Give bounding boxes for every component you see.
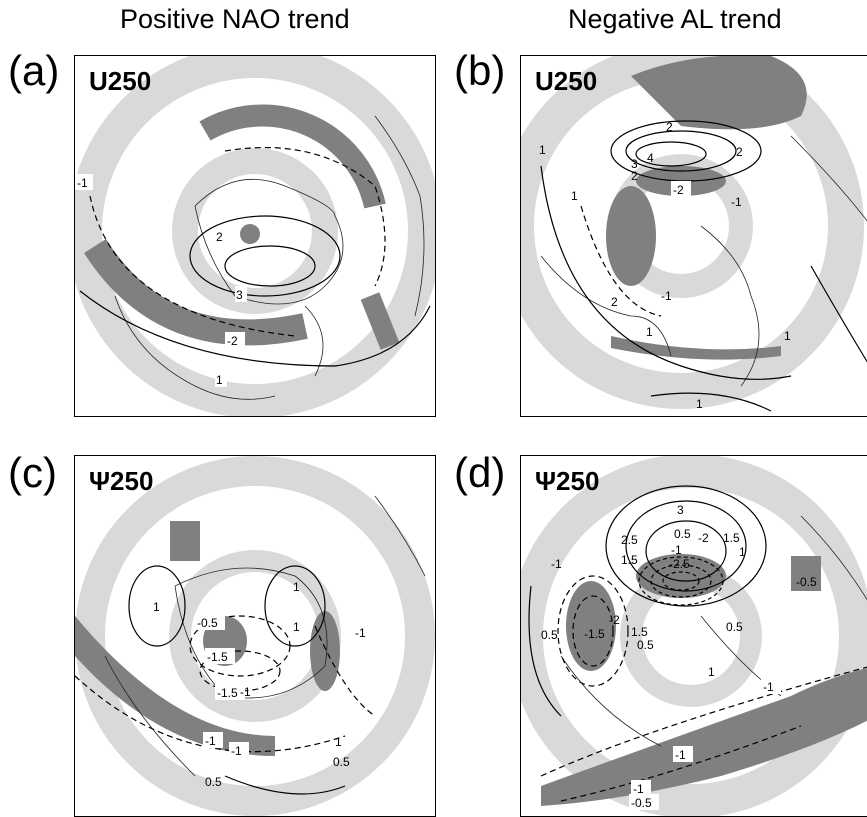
panel-d-label: 1 [739,545,746,559]
panel-a-label: 1 [216,373,223,387]
panel-d-variable: Ψ250 [535,466,600,496]
panel-d-label: -1 [551,557,562,571]
panel-a-variable: U250 [89,66,152,96]
panel-c-label: 1 [293,620,300,634]
panel-b-label: 1 [539,143,546,157]
panel-b-label: 4 [647,151,654,165]
panel-b-label: 2 [736,145,743,159]
panel-b-label: -2 [673,183,684,197]
panel-a-label: 3 [236,288,243,302]
panel-c-letter: (c) [8,449,57,496]
panel-d-map: 3 2.5 0.5 -2 1.5 1.5 -1 1 -2.5 -1 -0.5 0… [520,455,867,817]
panel-c-contour-labels: 1 -0.5 1 -1.5 -1.5 1 -1 -1 -1 0.5 1 0.5 … [153,580,373,789]
panel-c-label: -1 [240,685,251,699]
panel-d-dark-shading [541,554,867,806]
panel-d-label: 0.5 [674,527,691,541]
panel-c-contours [75,565,376,795]
panel-b-contour-labels: 2 2 3 4 2 -1 1 -2 1 2 1 -1 1 1 [539,120,791,411]
panel-b-contours [540,120,867,412]
panel-c-label: -1.5 [217,686,238,700]
panel-d-label: 1.5 [723,531,740,545]
panel-a-contour-labels: -1 2 3 -2 1 [75,174,247,387]
panel-c-label: 0.5 [205,775,222,789]
panel-a-map: -1 2 3 -2 1 U250 [74,55,436,417]
panel-b-label: 2 [631,169,638,183]
panel-b-label: 1 [571,189,578,203]
panel-d-label: 1 [708,665,715,679]
panel-b-label: 1 [696,397,703,411]
panel-c-label: 1 [153,600,160,614]
panel-a-light-shading [75,56,435,416]
panel-b-letter: (b) [454,47,506,94]
panel-c-label: -0.5 [197,616,218,630]
panel-a-contours [79,146,431,367]
panel-a-plot: -1 2 3 -2 1 [75,56,435,416]
panel-d-label: -2 [698,531,709,545]
panel-d-plot: 3 2.5 0.5 -2 1.5 1.5 -1 1 -2.5 -1 -0.5 0… [521,456,867,816]
panel-d-label: -0.5 [631,796,652,810]
left-column-title: Positive NAO trend [120,4,350,34]
panel-b-variable: U250 [535,66,598,96]
panel-d-label: 1.5 [631,625,648,639]
panel-d-label: -0.5 [796,575,817,589]
panel-c-map: 1 -0.5 1 -1.5 -1.5 1 -1 -1 -1 0.5 1 0.5 … [74,455,436,817]
panel-c-plot: 1 -0.5 1 -1.5 -1.5 1 -1 -1 -1 0.5 1 0.5 … [75,456,435,816]
panel-d-label: -2 [609,613,620,627]
panel-d-label: -1 [763,680,774,694]
panel-d-label: 3 [677,503,684,517]
panel-b-plot: 2 2 3 4 2 -1 1 -2 1 2 1 -1 1 1 [521,56,867,412]
panel-d-label: 2.5 [621,533,638,547]
panel-c-label: 1 [335,735,342,749]
panel-c-label: -1 [355,626,366,640]
panel-a-label: 2 [216,230,223,244]
panel-c-variable: Ψ250 [89,466,154,496]
right-column-title: Negative AL trend [568,4,782,34]
panel-b-coastlines [540,135,867,387]
panel-a-coastlines [114,115,425,400]
panel-b-label: -1 [661,289,672,303]
panel-d-letter: (d) [454,449,506,496]
panel-a-label: -2 [227,334,238,348]
panel-d-label: -1.5 [584,627,605,641]
panel-c-label: 0.5 [333,755,350,769]
panel-c-label: -1 [231,744,242,758]
panel-d-contours [528,485,867,802]
panel-b-label: 3 [631,157,638,171]
panel-c-label: -1 [205,734,216,748]
panel-a-label: -1 [77,176,88,190]
panel-b-label: 1 [784,329,791,343]
panel-d-label: 1.5 [621,553,638,567]
panel-d-label: -2.5 [669,557,690,571]
panel-d-label: -1 [633,782,644,796]
panel-c-label: 1 [293,580,300,594]
panel-d-label: 0.5 [726,620,743,634]
panel-b-label: 2 [666,120,673,134]
panel-b-label: 2 [611,295,618,309]
panel-d-label: -1 [675,748,686,762]
panel-b-label: 1 [646,325,653,339]
panel-d-label: 0.5 [637,638,654,652]
panel-d-label: -1 [671,543,682,557]
panel-d-contour-labels: 3 2.5 0.5 -2 1.5 1.5 -1 1 -2.5 -1 -0.5 0… [541,503,817,810]
panel-b-label: -1 [731,195,742,209]
panel-a-letter: (a) [8,47,60,94]
panel-b-dark-shading [606,56,807,360]
panel-c-label: -1.5 [207,650,228,664]
panel-b-map: 2 2 3 4 2 -1 1 -2 1 2 1 -1 1 1 U250 [520,55,867,417]
panel-d-label: 0.5 [541,628,558,642]
